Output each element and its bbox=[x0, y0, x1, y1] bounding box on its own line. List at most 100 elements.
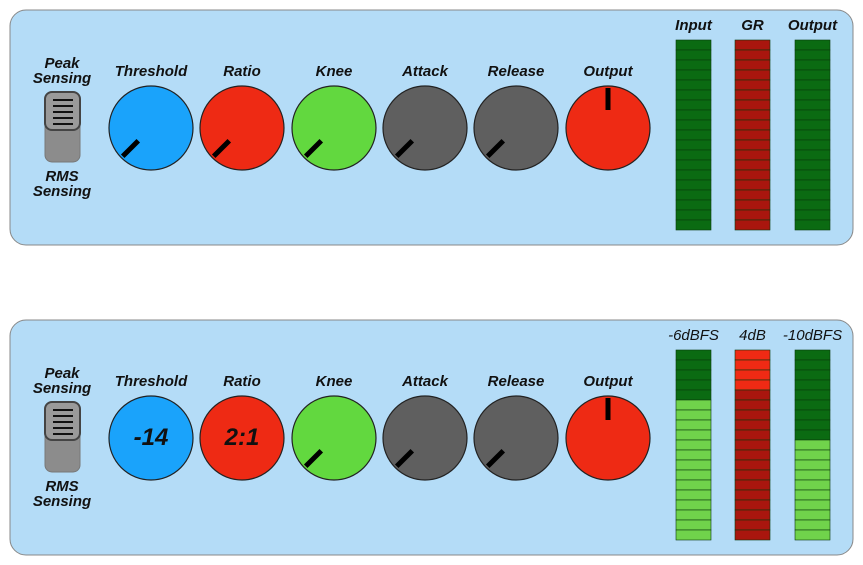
meter-segment bbox=[794, 199, 831, 211]
meter-segment bbox=[675, 119, 712, 131]
meter-segment bbox=[675, 499, 712, 511]
knob[interactable] bbox=[199, 85, 285, 171]
meter-segment bbox=[794, 439, 831, 451]
meter-segment bbox=[794, 119, 831, 131]
knob[interactable] bbox=[108, 85, 194, 171]
meter-segment bbox=[675, 179, 712, 191]
meter-label: 4dB bbox=[739, 327, 766, 344]
knob-label: Release bbox=[487, 63, 545, 80]
meter-segment bbox=[675, 469, 712, 481]
meter-segment bbox=[675, 529, 712, 541]
meter-segment bbox=[794, 529, 831, 541]
meter-segment bbox=[675, 519, 712, 531]
meter-segment bbox=[734, 149, 771, 161]
knob-label: Output bbox=[583, 373, 633, 390]
meter-segment bbox=[734, 49, 771, 61]
knob-pointer bbox=[303, 138, 324, 159]
meter-segment bbox=[794, 209, 831, 221]
knob-label: Attack bbox=[402, 373, 448, 390]
meter-segment bbox=[675, 79, 712, 91]
meter-segment bbox=[794, 69, 831, 81]
knob[interactable] bbox=[565, 395, 651, 481]
meter-segment bbox=[675, 159, 712, 171]
meter-segment bbox=[794, 39, 831, 51]
meter-segment bbox=[794, 409, 831, 421]
meter-segment bbox=[675, 379, 712, 391]
knob-pointer bbox=[120, 138, 141, 159]
meter-segment bbox=[675, 169, 712, 181]
meter-segment bbox=[734, 509, 771, 521]
meter-segment bbox=[734, 429, 771, 441]
meter-segment bbox=[675, 39, 712, 51]
meter-segment bbox=[794, 349, 831, 361]
meter-segment bbox=[794, 489, 831, 501]
meter-segment bbox=[734, 219, 771, 231]
meter-label: Input bbox=[675, 17, 712, 34]
knob-label: Threshold bbox=[114, 63, 188, 80]
meter-segment bbox=[794, 479, 831, 491]
meter-segment bbox=[794, 179, 831, 191]
meter-segment bbox=[675, 189, 712, 201]
meter-segment bbox=[734, 439, 771, 451]
meter-segment bbox=[734, 139, 771, 151]
meter-segment bbox=[675, 89, 712, 101]
knob-pointer bbox=[211, 138, 232, 159]
meter-label: -6dBFS bbox=[668, 327, 719, 344]
knob[interactable] bbox=[199, 395, 285, 481]
meter-segment bbox=[794, 129, 831, 141]
switch-top-label: Peak Sensing bbox=[32, 365, 92, 397]
meter-segment bbox=[734, 199, 771, 211]
meter bbox=[794, 39, 831, 231]
meter bbox=[734, 39, 771, 231]
meter-segment bbox=[675, 139, 712, 151]
knob[interactable] bbox=[473, 395, 559, 481]
meter-segment bbox=[675, 509, 712, 521]
meter-segment bbox=[734, 159, 771, 171]
meter-segment bbox=[734, 519, 771, 531]
knob[interactable] bbox=[291, 395, 377, 481]
knob[interactable] bbox=[565, 85, 651, 171]
meter-label: GR bbox=[741, 17, 764, 34]
meter-segment bbox=[794, 189, 831, 201]
meter-segment bbox=[675, 59, 712, 71]
knob[interactable] bbox=[108, 395, 194, 481]
knob[interactable] bbox=[382, 395, 468, 481]
meter-segment bbox=[734, 359, 771, 371]
meter-segment bbox=[794, 99, 831, 111]
knob[interactable] bbox=[382, 85, 468, 171]
meter-segment bbox=[675, 479, 712, 491]
meter-segment bbox=[794, 459, 831, 471]
meter-segment bbox=[734, 469, 771, 481]
meter-segment bbox=[675, 209, 712, 221]
knob[interactable] bbox=[473, 85, 559, 171]
meter-segment bbox=[794, 469, 831, 481]
meter-segment bbox=[734, 179, 771, 191]
meter-segment bbox=[734, 409, 771, 421]
meter-segment bbox=[675, 69, 712, 81]
knob-pointer bbox=[303, 448, 324, 469]
meter-segment bbox=[675, 389, 712, 401]
knob[interactable] bbox=[291, 85, 377, 171]
meter-segment bbox=[734, 369, 771, 381]
meter-segment bbox=[794, 499, 831, 511]
meter-segment bbox=[675, 99, 712, 111]
meter-segment bbox=[734, 379, 771, 391]
meter-segment bbox=[734, 39, 771, 51]
meter-segment bbox=[734, 499, 771, 511]
meter-segment bbox=[734, 69, 771, 81]
meter-segment bbox=[734, 529, 771, 541]
meter-segment bbox=[675, 429, 712, 441]
switch-bottom-label: RMS Sensing bbox=[32, 168, 92, 200]
meter bbox=[675, 39, 712, 231]
meter-segment bbox=[794, 509, 831, 521]
meter-segment bbox=[675, 359, 712, 371]
meter-segment bbox=[734, 489, 771, 501]
switch-top-label: Peak Sensing bbox=[32, 55, 92, 87]
meter-segment bbox=[794, 359, 831, 371]
meter-segment bbox=[675, 369, 712, 381]
meter-segment bbox=[675, 219, 712, 231]
meter-segment bbox=[675, 449, 712, 461]
knob-label: Ratio bbox=[223, 63, 261, 80]
meter-segment bbox=[734, 449, 771, 461]
